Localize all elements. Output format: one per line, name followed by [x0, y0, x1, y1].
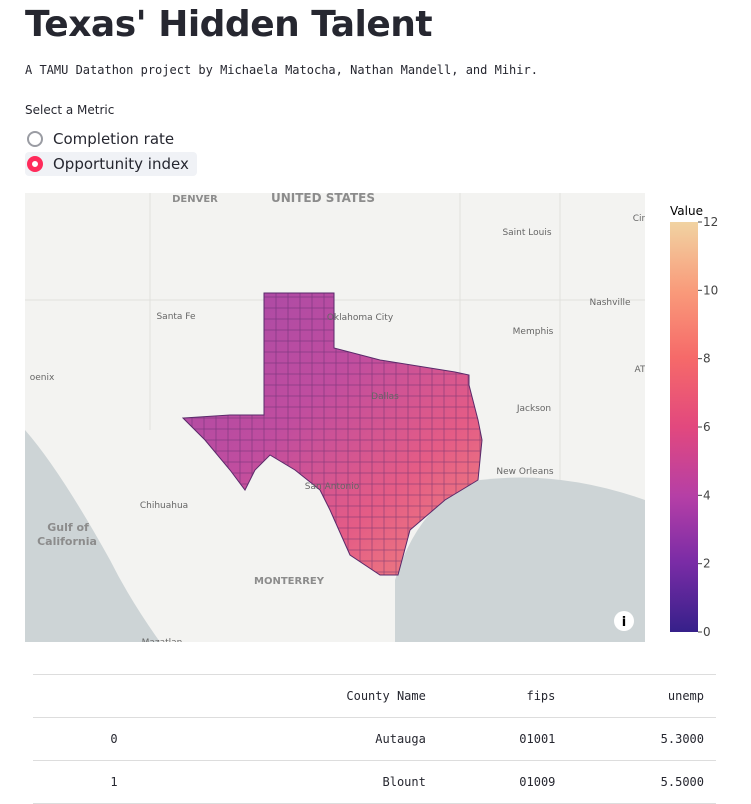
table-cell: 0	[33, 717, 194, 761]
table-cell: Blount	[194, 760, 438, 804]
colorbar-tick-label: 6	[703, 420, 711, 434]
map-label: Santa Fe	[156, 312, 196, 322]
radio-dot	[27, 131, 43, 147]
map-chart: i Value DENVER UNITED STATES Saint Louis Ci…	[25, 191, 718, 648]
colorbar-tick-label: 8	[703, 352, 711, 366]
table-row: 1 Blount 01009 5.5000	[33, 760, 716, 804]
map-label: San Antonio	[305, 482, 360, 492]
map-label: Dallas	[371, 392, 399, 402]
column-header: County Name	[194, 674, 438, 718]
colorbar-tick-label: 12	[703, 215, 718, 229]
colorbar-tick-label: 0	[703, 625, 711, 639]
column-header	[33, 674, 194, 718]
map-label: DENVER	[172, 194, 218, 205]
map-label: MONTERREY	[254, 576, 325, 587]
radio-dot	[27, 156, 43, 172]
radio-label: Select a Metric	[25, 103, 115, 117]
map-label: Chihuahua	[140, 501, 188, 511]
subtitle: A TAMU Datathon project by Michaela Mato…	[25, 63, 538, 77]
map-label: UNITED STATES	[271, 191, 375, 205]
table-cell: 01009	[437, 760, 568, 804]
map-label: Cin	[633, 214, 648, 224]
map-label: Oklahoma City	[327, 313, 394, 323]
map-label: California	[37, 535, 97, 548]
colorbar	[670, 222, 698, 632]
svg-text:i: i	[622, 615, 626, 630]
table-cell: 5.3000	[567, 717, 716, 761]
map-label: Gulf of	[47, 521, 89, 534]
map-label: Saint Louis	[502, 228, 551, 238]
table-row: 0 Autauga 01001 5.3000	[33, 717, 716, 761]
radio-option[interactable]: Completion rate	[25, 127, 182, 151]
data-table: County Name fips unemp 0 Autauga 01001 5.3000 1…	[33, 674, 716, 804]
radio-text: Opportunity index	[53, 155, 189, 173]
map-label: Jackson	[516, 404, 551, 414]
radio-text: Completion rate	[53, 130, 175, 148]
map-label: Nashville	[589, 298, 630, 308]
table-cell: 5.5000	[567, 760, 716, 804]
colorbar-tick-label: 4	[703, 488, 711, 502]
table-cell: Autauga	[194, 717, 438, 761]
map-label: oenix	[30, 373, 55, 383]
colorbar-tick-label: 10	[703, 283, 718, 297]
map-label: New Orleans	[496, 467, 554, 477]
table-cell: 01001	[437, 717, 568, 761]
title: Texas' Hidden Talent	[25, 4, 433, 45]
basemap: i	[25, 193, 645, 642]
colorbar-title: Value	[670, 204, 703, 218]
map-label: Mazatlan	[142, 638, 183, 648]
map-label: AT	[635, 365, 646, 375]
column-header: unemp	[567, 674, 716, 718]
map-label: Memphis	[513, 327, 554, 337]
table-cell: 1	[33, 760, 194, 804]
radio-option[interactable]: Opportunity index	[25, 152, 197, 176]
column-header: fips	[437, 674, 568, 718]
colorbar-tick-label: 2	[703, 557, 711, 571]
